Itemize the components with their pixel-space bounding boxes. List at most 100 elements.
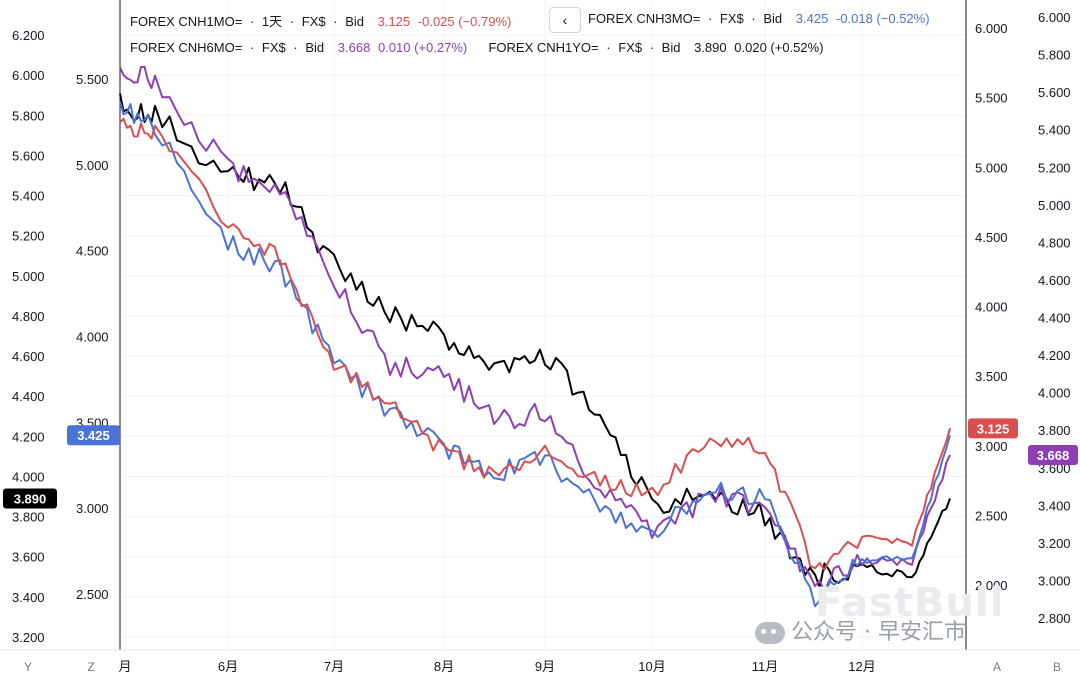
axis-letter-z: Z bbox=[87, 660, 94, 674]
legend-row-1: FOREX CNH1MO= · 1天 · FX$ · Bid 3.125 -0.… bbox=[130, 14, 512, 29]
y-tick-a-5: 4.500 bbox=[975, 230, 1008, 245]
legend-cnh1mo-interval: 1天 bbox=[261, 14, 283, 29]
y-tick-b-16: 6.000 bbox=[1038, 10, 1071, 25]
legend-cnh1mo-change: -0.025 (−0.79%) bbox=[417, 14, 512, 29]
x-axis: 月 6月 7月 8月 9月 10月 11月 12月 bbox=[118, 659, 875, 674]
y-tick-y-9: 5.000 bbox=[12, 269, 45, 284]
grid-x bbox=[124, 0, 863, 650]
y-tick-y-15: 6.200 bbox=[12, 28, 45, 43]
watermark: 公众号 · 早安汇市 bbox=[755, 614, 966, 646]
legend-cnh3mo-last: 3.425 bbox=[795, 11, 829, 26]
y-tick-y-14: 6.000 bbox=[12, 68, 45, 83]
y-tick-b-12: 5.200 bbox=[1038, 160, 1071, 175]
y-axis-right-inner: 2.000 2.500 3.000 3.500 4.000 4.500 5.000 5.500… bbox=[975, 21, 1008, 593]
y-tick-b-11: 5.000 bbox=[1038, 198, 1071, 213]
badge-label-z: 3.425 bbox=[77, 428, 110, 443]
axis-letters: Y Z A B bbox=[24, 660, 1061, 674]
x-tick-label-7: 12月 bbox=[848, 659, 875, 674]
y-tick-z-4: 4.500 bbox=[76, 244, 109, 259]
axis-letter-a: A bbox=[993, 660, 1001, 674]
legend-cnh6mo-source: FX$ bbox=[261, 40, 286, 55]
badge-b bbox=[1028, 444, 1078, 465]
legend-cnh1mo-source: FX$ bbox=[301, 14, 326, 29]
legend-cnh3mo-change: -0.018 (−0.52%) bbox=[835, 11, 930, 26]
x-tick-label-2: 7月 bbox=[324, 659, 344, 674]
legend-cnh3mo-field: Bid bbox=[763, 11, 783, 26]
y-tick-b-6: 4.000 bbox=[1038, 386, 1071, 401]
legend-row-3: FOREX CNH6MO= · FX$ · Bid 3.668 0.010 (+… bbox=[130, 40, 824, 55]
x-tick-label-5: 10月 bbox=[638, 659, 665, 674]
legend-cnh6mo-last: 3.668 bbox=[337, 40, 371, 55]
y-tick-y-1: 3.400 bbox=[12, 590, 45, 605]
y-tick-b-15: 5.800 bbox=[1038, 48, 1071, 63]
y-tick-b-14: 5.600 bbox=[1038, 85, 1071, 100]
axis-letter-y: Y bbox=[24, 660, 32, 674]
y-tick-b-1: 3.000 bbox=[1038, 573, 1071, 588]
y-axis-right-outer: 2.8003.0003.2003.4003.6003.8004.0004.200… bbox=[1038, 10, 1071, 626]
y-tick-a-2: 3.000 bbox=[975, 439, 1008, 454]
badge-label-b: 3.668 bbox=[1037, 448, 1070, 463]
y-tick-a-3: 3.500 bbox=[975, 369, 1008, 384]
y-tick-b-10: 4.800 bbox=[1038, 235, 1071, 250]
y-axis-left-outer: 3.200 3.400 3.600 3.800 4.000 4.200 4.400 4.600… bbox=[12, 28, 45, 645]
legend-cnh1yo-change: 0.020 (+0.52%) bbox=[734, 40, 824, 55]
x-tick-label-0: 月 bbox=[118, 659, 131, 674]
watermark-brand: FastBull bbox=[815, 580, 1005, 626]
y-tick-y-11: 5.400 bbox=[12, 189, 45, 204]
legend-cnh6mo-name[interactable]: FOREX CNH6MO= bbox=[130, 40, 243, 55]
y-tick-a-7: 5.500 bbox=[975, 91, 1008, 106]
wechat-icon bbox=[755, 622, 785, 644]
x-tick-label-1: 6月 bbox=[218, 659, 238, 674]
series-line-forex-cnh1yo- bbox=[119, 93, 951, 589]
y-tick-y-6: 4.400 bbox=[12, 389, 45, 404]
y-tick-a-1: 2.500 bbox=[975, 508, 1008, 523]
y-tick-b-9: 4.600 bbox=[1038, 273, 1071, 288]
y-tick-z-1: 3.000 bbox=[76, 501, 109, 516]
y-tick-z-3: 4.000 bbox=[76, 330, 109, 345]
y-tick-a-6: 5.000 bbox=[975, 160, 1008, 175]
grid-y bbox=[120, 34, 966, 638]
series-line-forex-cnh3mo- bbox=[119, 101, 951, 608]
y-tick-a-4: 4.000 bbox=[975, 300, 1008, 315]
x-tick-label-6: 11月 bbox=[752, 659, 779, 674]
y-tick-z-0: 2.500 bbox=[76, 587, 109, 602]
y-tick-y-2: 3.600 bbox=[12, 550, 45, 565]
legend-cnh6mo-field: Bid bbox=[305, 40, 325, 55]
legend-cnh3mo-source: FX$ bbox=[719, 11, 744, 26]
y-tick-a-8: 6.000 bbox=[975, 21, 1008, 36]
legend-cnh1mo-field: Bid bbox=[345, 14, 364, 29]
badge-z bbox=[67, 425, 120, 446]
y-tick-b-7: 4.200 bbox=[1038, 348, 1071, 363]
legend-cnh1yo-field: Bid bbox=[661, 40, 681, 55]
y-tick-b-13: 5.400 bbox=[1038, 123, 1071, 138]
series-lines bbox=[119, 65, 951, 608]
x-tick-label-4: 9月 bbox=[535, 659, 555, 674]
y-tick-y-12: 5.600 bbox=[12, 148, 45, 163]
y-tick-b-2: 3.200 bbox=[1038, 536, 1071, 551]
legend-cnh3mo-name[interactable]: FOREX CNH3MO= bbox=[588, 11, 701, 26]
legend-collapse-button[interactable]: ‹ bbox=[549, 7, 581, 33]
series-line-forex-cnh1mo- bbox=[119, 117, 951, 571]
y-tick-a-0: 2.000 bbox=[975, 578, 1008, 593]
legend-cnh6mo-change: 0.010 (+0.27%) bbox=[377, 40, 468, 55]
y-tick-y-13: 5.800 bbox=[12, 108, 45, 123]
y-tick-y-8: 4.800 bbox=[12, 309, 45, 324]
badge-a bbox=[968, 418, 1018, 439]
y-tick-y-3: 3.800 bbox=[12, 510, 45, 525]
y-tick-z-6: 5.500 bbox=[76, 72, 109, 87]
legend-row-2: FOREX CNH3MO= · FX$ · Bid 3.425 -0.018 (… bbox=[588, 11, 930, 26]
legend-cnh1yo-source: FX$ bbox=[618, 40, 643, 55]
plot-area bbox=[120, 0, 966, 650]
last-value-badges: 3.890 3.668 3.425 3.125 bbox=[3, 418, 1078, 509]
legend-cnh1mo-name[interactable]: FOREX CNH1MO= bbox=[130, 14, 243, 29]
y-tick-b-5: 3.800 bbox=[1038, 423, 1071, 438]
badge-y bbox=[3, 488, 57, 509]
badge-label-a: 3.125 bbox=[977, 421, 1010, 436]
legend-cnh1yo-name[interactable]: FOREX CNH1YO= bbox=[488, 40, 599, 55]
axis-letter-b: B bbox=[1053, 660, 1061, 674]
watermark-text: 公众号 · 早安汇市 bbox=[791, 620, 966, 645]
y-tick-y-7: 4.600 bbox=[12, 349, 45, 364]
legend-cnh1mo-last: 3.125 bbox=[377, 14, 411, 29]
